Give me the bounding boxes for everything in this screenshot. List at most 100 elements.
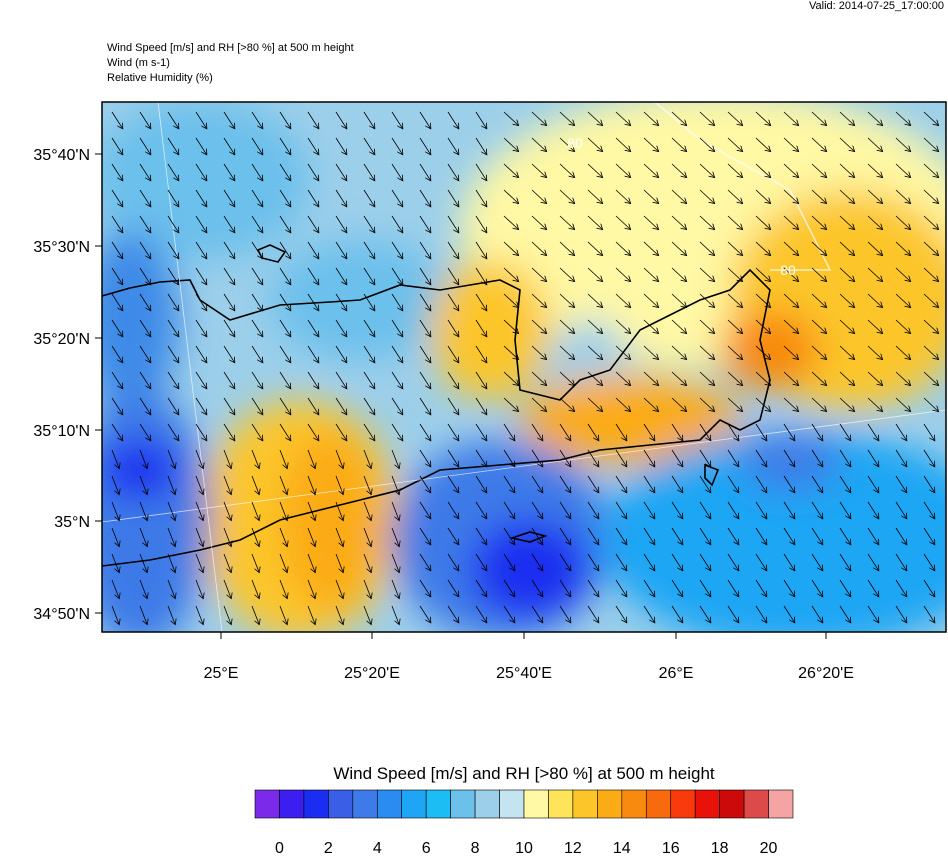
wind-arrow [811,267,827,282]
wind-arrow [307,189,319,207]
wind-arrow [111,241,123,259]
wind-arrow [111,189,123,207]
wind-arrow [587,501,599,519]
wind-arrow [335,319,347,337]
wind-arrow [447,397,459,415]
wind-arrow [811,423,823,441]
wind-arrow [307,163,319,181]
wind-arrow [755,371,771,386]
wind-arrow [195,475,203,495]
wind-arrow [895,397,911,412]
wind-arrow [839,345,855,360]
wind-arrow [727,371,743,386]
wind-arrow [615,579,627,597]
wind-arrow [335,449,343,469]
wind-arrow [475,371,487,389]
wind-arrow [195,189,207,207]
wind-arrow [587,319,603,334]
wind-arrow [447,137,459,155]
wind-arrow [251,111,263,129]
wind-arrow [251,553,259,573]
wind-arrow [447,605,459,623]
wind-arrow [503,293,519,308]
wind-arrow [503,267,519,282]
wind-arrow [615,371,631,386]
wind-arrow [111,137,123,155]
wind-arrow [223,527,231,547]
colorbar-tick-label: 14 [613,840,631,854]
colorbar-tick-label: 4 [373,840,382,854]
colorbar-box [425,789,451,819]
wind-arrow [447,267,459,285]
wind-arrow [503,241,519,256]
wind-arrow [811,241,827,256]
wind-arrow [251,189,263,207]
wind-arrow [923,215,939,230]
wind-arrow [167,241,179,259]
colorbar-box [499,789,525,819]
wind-arrow [279,501,287,521]
wind-arrow [587,423,599,441]
wind-arrow [699,475,711,493]
wind-arrow [867,293,883,308]
wind-arrow [279,475,287,495]
colorbar-box [694,789,720,819]
wind-arrow [839,319,855,334]
colorbar-tick-label: 6 [422,840,431,854]
wind-arrow [867,397,883,412]
wind-arrow [587,111,603,126]
wind-arrow [279,553,287,573]
wind-arrow [867,527,879,545]
wind-arrow [419,423,431,441]
wind-arrow [419,475,431,493]
wind-arrow [419,163,431,181]
wind-arrow [419,397,431,415]
wind-arrow [755,293,771,308]
wind-arrow [839,527,851,545]
wind-arrow [139,345,151,363]
wind-arrow [111,553,119,573]
header-line: Relative Humidity (%) [107,72,213,84]
wind-arrow [643,189,659,204]
wind-arrow [615,449,627,467]
lon-label: 25°E [204,665,239,682]
wind-arrow [895,345,911,360]
wind-arrow [307,215,319,233]
wind-arrow [139,579,147,599]
wind-arrow [279,215,291,233]
wind-arrow [755,423,767,441]
wind-arrow [699,605,711,623]
wind-arrow [223,449,231,469]
wind-arrow [139,137,151,155]
wind-arrow [111,111,123,129]
wind-arrow [139,293,151,311]
wind-arrow [671,449,683,467]
wind-arrow [839,111,855,126]
wind-arrow [447,215,459,233]
wind-arrow [279,319,291,337]
wind-arrow [867,189,883,204]
wind-arrow [335,163,347,181]
wind-arrow [223,475,231,495]
wind-arrow [363,345,375,363]
wind-arrow [447,475,459,493]
wind-arrow [867,345,883,360]
wind-arrow [755,527,767,545]
wind-arrow [111,579,119,599]
wind-arrow [503,527,515,545]
wind-arrow [643,579,655,597]
wind-arrow [335,423,347,441]
wind-arrow [531,553,543,571]
wind-arrow [363,293,375,311]
wind-arrow [727,527,739,545]
wind-arrow [923,267,939,282]
wind-arrow [503,345,519,360]
lon-label: 26°20'E [798,665,854,682]
wind-arrow [811,501,823,519]
wind-arrow [335,501,343,521]
colorbar-tick-label: 0 [275,840,284,854]
wind-arrow [279,111,291,129]
wind-arrow [531,137,547,152]
colorbar-box [670,789,696,819]
wind-arrow [167,501,175,521]
